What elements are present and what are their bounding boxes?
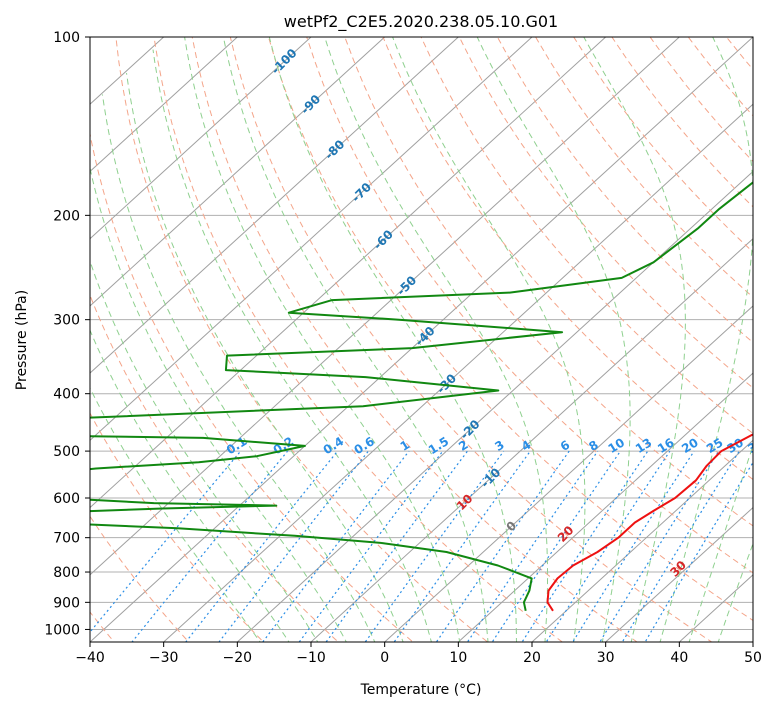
isotherm-line [457,372,753,642]
isotherm-line [90,37,681,576]
y-tick-label: 600 [53,491,80,507]
dry-adiabat-line [229,37,713,642]
isotherm-line [310,237,753,642]
x-tick-label: 50 [744,650,762,666]
mixing-ratio-line [599,450,720,642]
y-tick-label: 500 [53,444,80,460]
mixing-ratio-line [644,461,753,642]
moist-adiabat-line [324,37,549,642]
y-tick-label: 800 [53,565,80,581]
mixing-ratio-label: 36 [745,435,767,456]
isotherm-line [90,37,460,374]
x-tick-label: −10 [296,650,326,666]
x-axis-label: Temperature (°C) [360,682,482,698]
mixing-ratio-line [325,450,468,642]
dry-adiabat-line [382,37,753,481]
dry-adiabat-line [191,37,638,642]
y-tick-label: 900 [53,595,80,611]
plot-frame [89,36,754,643]
mixing-ratio-line [131,450,289,642]
moist-adiabat-line [688,444,753,642]
mixing-ratio-line [393,450,531,642]
moist-adiabat-line [126,72,404,642]
dry-adiabat-line [267,37,753,622]
moist-adiabat-line [476,37,631,642]
dewpoint-profile [90,181,753,612]
x-tick-label: 30 [597,650,615,666]
y-tick-label: 200 [53,208,80,224]
moist-adiabat-line [222,37,489,642]
isotherm-line [531,439,753,642]
axes: −40 −30 −20 −10 0 10 20 30 40 50 100 200 300 400 500 60… [44,30,762,666]
y-tick-label: 100 [53,30,80,46]
y-tick-label: 400 [53,387,80,403]
isotherm-line [162,103,753,642]
dry-adiabat-line [115,37,489,642]
isotherm-line [604,506,753,642]
dry-adiabat-line [90,131,414,642]
moist-adiabat-line [101,94,376,642]
dry-adiabat-line [306,37,753,574]
y-axis-label: Pressure (hPa) [14,290,30,390]
y-tick-label: 1000 [44,622,80,638]
moist-adiabat-line [717,542,753,642]
dry-adiabat-line [153,37,564,642]
x-tick-label: −20 [223,650,253,666]
temperature-profile [546,433,753,612]
moist-adiabat-line [268,37,517,642]
x-tick-label: 0 [380,650,389,666]
mixing-ratio-line [364,450,505,642]
x-tick-label: 40 [670,650,688,666]
background-lines [90,37,753,642]
moist-adiabat-line [90,328,290,642]
y-tick-label: 300 [53,313,80,329]
profile-lines [90,181,753,612]
x-tick-label: −30 [149,650,179,666]
mixing-ratio-line [545,450,671,642]
x-tick-label: 10 [449,650,467,666]
y-tick-label: 700 [53,531,80,547]
moist-adiabat-line [90,165,347,642]
isotherm-line [90,37,753,642]
moist-adiabat-line [90,387,261,642]
moist-adiabat-line [152,49,432,642]
mixing-ratio-line [298,450,444,642]
moist-adiabat-line [90,259,319,642]
dry-adiabat-line [420,37,753,435]
mixing-ratio-line [185,450,339,642]
mixing-ratio-line [572,450,695,642]
isotherm-line [236,170,753,642]
x-tick-label: −40 [75,650,105,666]
isotherm-line [383,305,753,642]
chart-title: wetPf2_C2E5.2020.238.05.10.G01 [284,12,558,32]
isotherm-line [90,37,533,442]
isotherm-line [90,37,312,240]
mixing-ratio-line [90,450,242,633]
isotherm-line [90,37,239,173]
moist-adiabat-line [583,37,686,642]
isotherm-line [90,37,386,307]
mixing-ratio-line [218,450,369,642]
dry-adiabat-line [90,293,339,642]
dry-adiabat-line [344,37,753,527]
moist-adiabat-line [659,37,753,642]
isotherm-line [90,37,607,509]
moist-adiabat-line [184,37,461,642]
mixing-ratio-line [262,450,410,642]
mixing-ratio-line [621,450,740,642]
x-tick-label: 20 [523,650,541,666]
mixing-ratio-line [521,450,649,642]
